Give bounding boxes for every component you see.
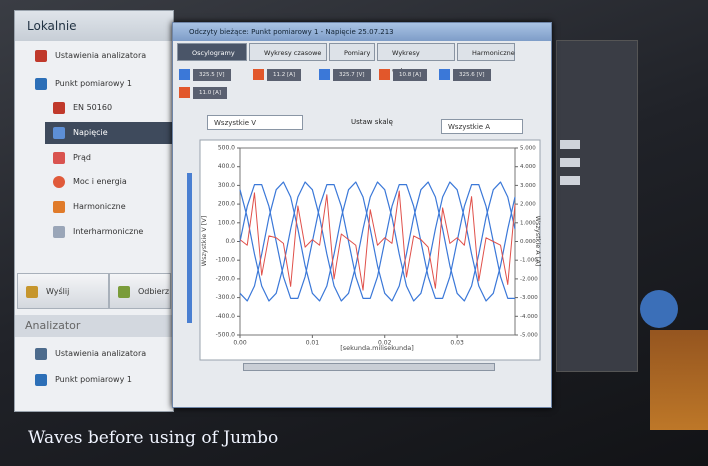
y2-tick-label: -1.000 bbox=[520, 258, 538, 264]
y-tick-label: 200.0 bbox=[218, 201, 235, 208]
y-tick-label: 500.0 bbox=[218, 145, 235, 152]
y2-tick-label: -5.000 bbox=[520, 333, 538, 339]
y-tick-label: 400.0 bbox=[218, 163, 235, 170]
y2-tick-label: -3.000 bbox=[520, 295, 538, 301]
y-tick-label: 100.0 bbox=[218, 219, 235, 226]
y2-tick-label: 5.000 bbox=[520, 146, 536, 152]
y2-tick-label: -2.000 bbox=[520, 276, 538, 282]
x-tick-label: 0.02 bbox=[378, 340, 392, 347]
x-tick-label: 0.03 bbox=[450, 340, 464, 347]
x-tick-label: 0.00 bbox=[233, 340, 247, 347]
y-tick-label: -100.0 bbox=[216, 257, 236, 264]
y2-tick-label: -4.000 bbox=[520, 314, 538, 320]
y-tick-label: -500.0 bbox=[216, 332, 236, 339]
y-tick-label: 300.0 bbox=[218, 182, 235, 189]
y2-tick-label: 1.000 bbox=[520, 220, 536, 226]
x-axis-label: [sekunda.milisekunda] bbox=[340, 344, 413, 352]
y-tick-label: -300.0 bbox=[216, 294, 236, 301]
plot-background bbox=[200, 140, 540, 360]
x-tick-label: 0.01 bbox=[306, 340, 320, 347]
y2-tick-label: 3.000 bbox=[520, 183, 536, 189]
y2-tick-label: 0.000 bbox=[520, 239, 536, 245]
y-tick-label: -200.0 bbox=[216, 275, 236, 282]
y-tick-label: 0.0 bbox=[225, 238, 235, 245]
chart: Wszystkie V [V] Wszystkie A [A] [sekunda… bbox=[0, 0, 708, 466]
screen: Lokalnie Ustawienia analizatora Punkt po… bbox=[0, 0, 708, 466]
y2-tick-label: 4.000 bbox=[520, 164, 536, 170]
y2-tick-label: 2.000 bbox=[520, 202, 536, 208]
y-tick-label: -400.0 bbox=[216, 313, 236, 320]
y-axis-label: Wszystkie V [V] bbox=[200, 216, 208, 267]
caption: Waves before using of Jumbo bbox=[28, 428, 278, 448]
